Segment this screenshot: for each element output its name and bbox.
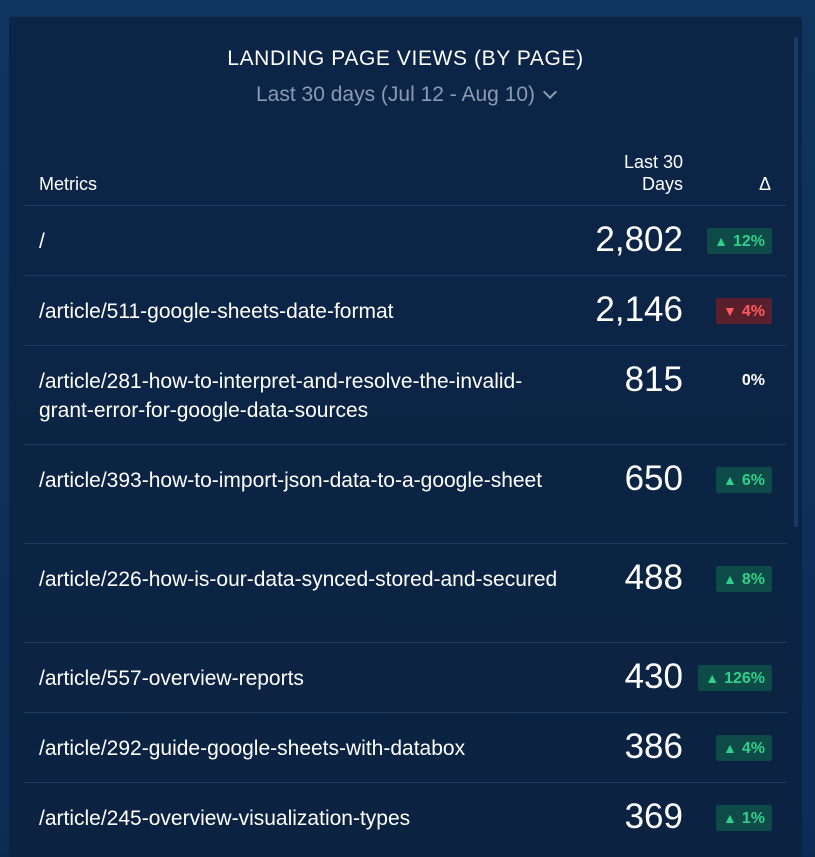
page-views-value: 386: [624, 727, 683, 766]
page-views-value: 488: [624, 558, 683, 597]
column-header-days-line1: Last 30: [623, 152, 683, 172]
page-views-value: 815: [624, 360, 683, 399]
table-row: /article/557-overview-reports 430 ▲ 126%: [24, 643, 787, 713]
table-row: /article/511-google-sheets-date-format 2…: [24, 276, 787, 346]
arrow-up-icon: ▲: [723, 472, 737, 488]
page-path: /article/245-overview-visualization-type…: [39, 807, 411, 830]
page-path: /article/511-google-sheets-date-format: [39, 300, 394, 323]
table-row: /article/226-how-is-our-data-synced-stor…: [24, 544, 787, 643]
page-views-value: 369: [624, 797, 683, 836]
arrow-up-icon: ▲: [723, 740, 737, 756]
arrow-up-icon: ▲: [714, 233, 728, 249]
page-views-value: 2,802: [595, 220, 683, 259]
page-path: /: [39, 230, 45, 253]
page-path: /article/557-overview-reports: [39, 667, 304, 690]
delta-value: 1%: [741, 810, 765, 827]
arrow-up-icon: ▲: [723, 810, 737, 826]
page-path: /article/226-how-is-our-data-synced-stor…: [39, 568, 558, 591]
scrollbar[interactable]: [794, 37, 798, 527]
table-row: /article/245-overview-visualization-type…: [24, 783, 787, 852]
delta-value: 6%: [741, 472, 765, 489]
arrow-down-icon: ▼: [723, 303, 737, 319]
table-row: /article/393-how-to-import-json-data-to-…: [24, 445, 787, 544]
delta-value: 4%: [741, 740, 765, 757]
column-header-metrics: Metrics: [39, 174, 97, 194]
table-row: /article/281-how-to-interpret-and-resolv…: [24, 346, 787, 445]
delta-value: 12%: [732, 233, 765, 250]
delta-badge: ▲ 1%: [716, 805, 772, 831]
delta-badge: ▲ 12%: [707, 228, 772, 254]
delta-badge: ▲ 126%: [698, 665, 772, 691]
chevron-down-icon: [542, 84, 558, 100]
delta-badge: 0%: [735, 368, 772, 394]
delta-value: 0%: [741, 372, 765, 389]
delta-badge: ▲ 8%: [716, 566, 772, 592]
page-path: /article/393-how-to-import-json-data-to-…: [39, 469, 543, 492]
widget-title: LANDING PAGE VIEWS (BY PAGE): [227, 47, 584, 70]
table-row: / 2,802 ▲ 12%: [24, 206, 787, 276]
page-views-value: 2,146: [595, 290, 683, 329]
delta-value: 126%: [724, 670, 765, 687]
date-range-label: Last 30 days (Jul 12 - Aug 10): [256, 83, 535, 106]
delta-badge: ▲ 4%: [716, 735, 772, 761]
column-header-last-30-days: Last 30 Days: [624, 151, 683, 195]
metrics-table: Metrics Last 30 Days Δ / 2,802 ▲ 12% /art…: [24, 145, 787, 852]
arrow-up-icon: ▲: [705, 670, 720, 686]
delta-value: 4%: [741, 303, 765, 320]
delta-value: 8%: [741, 571, 765, 588]
datablock-card: LANDING PAGE VIEWS (BY PAGE) Last 30 day…: [9, 17, 802, 857]
delta-badge: ▼ 4%: [716, 298, 772, 324]
column-header-days-line2: Days: [641, 174, 683, 194]
page-path: /article/281-how-to-interpret-and-resolv…: [39, 370, 523, 422]
page-path: /article/292-guide-google-sheets-with-da…: [39, 737, 466, 760]
arrow-up-icon: ▲: [723, 571, 737, 587]
date-range-selector[interactable]: Last 30 days (Jul 12 - Aug 10): [9, 83, 802, 107]
table-header: Metrics Last 30 Days Δ: [24, 145, 787, 206]
delta-badge: ▲ 6%: [716, 467, 772, 493]
page-views-value: 430: [624, 657, 683, 696]
table-row: /article/292-guide-google-sheets-with-da…: [24, 713, 787, 783]
page-views-value: 650: [624, 459, 683, 498]
column-header-delta: Δ: [758, 174, 771, 194]
